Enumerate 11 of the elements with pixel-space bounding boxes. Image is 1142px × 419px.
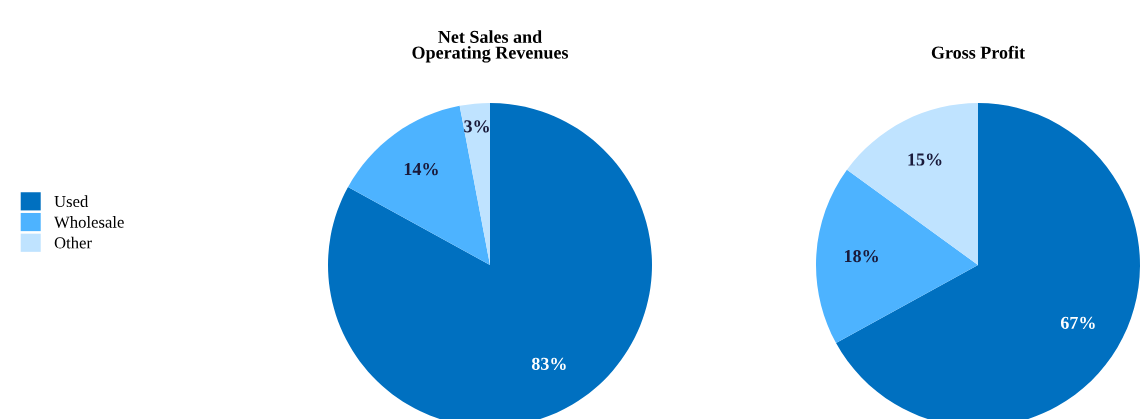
data-label: 67%	[1060, 316, 1095, 329]
data-label: 18%	[844, 250, 878, 263]
chart-title: Gross Profit	[931, 45, 1025, 59]
data-label: 15%	[908, 153, 942, 166]
data-label: 3%	[464, 120, 489, 133]
legend-label: Used	[54, 195, 89, 208]
data-label: 83%	[531, 357, 566, 370]
data-label: 14%	[404, 162, 438, 176]
chart-title: Net Sales and Operating Revenues	[412, 30, 569, 63]
legend-label: Other	[54, 236, 92, 249]
legend-label: Wholesale	[54, 216, 124, 228]
